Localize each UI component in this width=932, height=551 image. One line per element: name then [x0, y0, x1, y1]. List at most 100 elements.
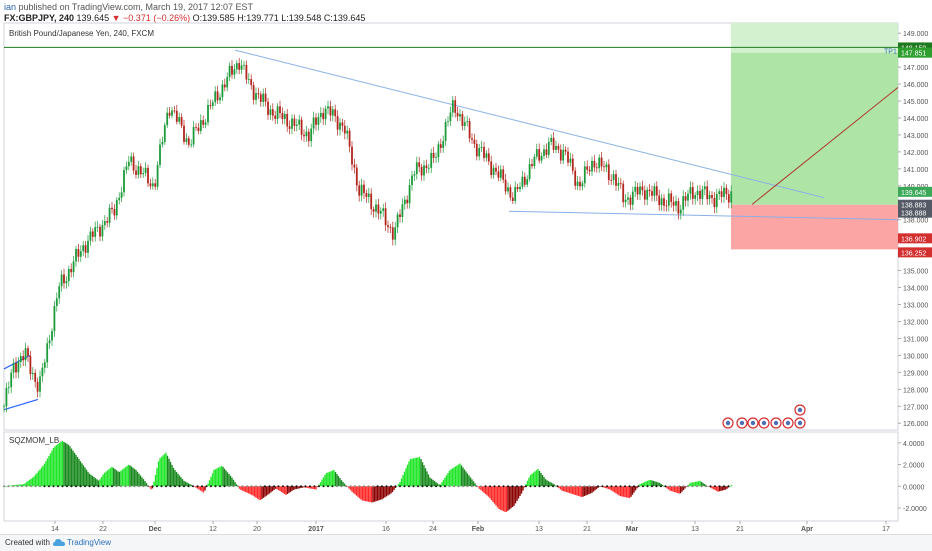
momentum-bar: [9, 485, 11, 487]
momentum-bar: [613, 486, 616, 493]
candle-body: [262, 93, 265, 102]
momentum-bar: [228, 474, 230, 487]
momentum-bar: [409, 459, 412, 487]
squeeze-dot: [313, 485, 316, 488]
price-chart[interactable]: 149.000148.000147.000146.000145.000144.0…: [0, 0, 932, 534]
candle-body: [156, 165, 159, 187]
candle-body: [466, 121, 469, 123]
momentum-bar: [55, 445, 58, 487]
momentum-bar: [51, 450, 53, 487]
candle-body: [627, 197, 629, 200]
momentum-bar: [118, 471, 121, 487]
candle-body: [423, 165, 425, 176]
momentum-bar: [229, 475, 232, 487]
candle-body: [687, 193, 689, 201]
momentum-bar: [595, 486, 598, 490]
squeeze-dot: [34, 485, 37, 488]
candle-body: [209, 105, 212, 106]
candle-body: [425, 165, 428, 169]
candle-body: [214, 91, 217, 103]
momentum-bar: [421, 462, 424, 487]
squeeze-dot: [489, 485, 491, 488]
candle-body: [22, 356, 25, 361]
momentum-bar: [678, 486, 680, 494]
momentum-bar: [690, 482, 692, 487]
squeeze-dot: [502, 485, 505, 488]
momentum-bar: [132, 467, 134, 487]
candle-body: [252, 85, 255, 100]
price-axis-label: 149.000: [903, 31, 928, 38]
momentum-bar: [289, 486, 292, 492]
squeeze-dot: [282, 485, 284, 488]
squeeze-dot: [124, 485, 127, 488]
momentum-bar: [483, 486, 485, 493]
candle-body: [468, 121, 471, 139]
momentum-bar: [312, 486, 314, 489]
candle-body: [413, 174, 416, 176]
momentum-bar: [435, 482, 437, 487]
momentum-bar: [570, 486, 572, 494]
candle-body: [185, 138, 188, 142]
momentum-bar: [622, 486, 625, 497]
candle-body: [219, 97, 221, 101]
momentum-bar: [642, 482, 644, 487]
price-axis-label: 145.000: [903, 99, 928, 106]
squeeze-dot: [363, 485, 365, 488]
momentum-bar: [321, 479, 323, 487]
momentum-bar: [22, 484, 25, 487]
candle-body: [658, 195, 661, 206]
squeeze-dot: [390, 485, 392, 488]
momentum-bar: [343, 483, 346, 487]
candle-body: [7, 387, 10, 389]
candle-body: [401, 204, 404, 217]
momentum-bar: [256, 486, 259, 499]
candle-body: [713, 197, 716, 208]
momentum-bar: [631, 486, 634, 495]
squeeze-dot: [673, 485, 676, 488]
osc-axis-label: 2.0000: [903, 463, 925, 470]
symbol-label[interactable]: FX:GBPJPY, 240: [4, 13, 75, 23]
candle-body: [478, 148, 481, 157]
momentum-bar: [13, 485, 16, 487]
momentum-bar: [676, 486, 679, 494]
squeeze-dot: [507, 485, 509, 488]
candle-body: [250, 79, 253, 86]
momentum-bar: [330, 471, 332, 487]
momentum-bar: [46, 458, 49, 487]
momentum-bar: [121, 469, 124, 487]
squeeze-dot: [682, 485, 685, 488]
momentum-bar: [616, 486, 619, 495]
squeeze-dot: [358, 485, 361, 488]
tradingview-brand[interactable]: TradingView: [67, 538, 112, 547]
momentum-bar: [559, 486, 562, 490]
time-axis-label: 2017: [308, 526, 324, 533]
momentum-bar: [87, 471, 89, 487]
candle-body: [19, 356, 22, 362]
momentum-bar: [604, 486, 607, 489]
momentum-bar: [222, 466, 224, 487]
candle-body: [75, 249, 77, 262]
author-link[interactable]: ian: [4, 2, 17, 12]
momentum-bar: [634, 486, 637, 491]
candle-body: [507, 187, 509, 192]
momentum-bar: [712, 486, 715, 490]
momentum-bar: [433, 481, 436, 487]
candle-body: [427, 167, 430, 169]
candle-body: [418, 162, 421, 167]
momentum-bar: [420, 459, 422, 487]
momentum-bar: [295, 486, 298, 489]
squeeze-dot: [264, 485, 266, 488]
squeeze-dot: [16, 485, 19, 488]
candle-body: [670, 193, 673, 202]
momentum-bar: [168, 458, 170, 487]
momentum-bar: [549, 481, 551, 487]
candle-body: [151, 183, 154, 187]
change-arrow-icon: ▼: [111, 13, 121, 23]
candle-body: [195, 126, 197, 128]
squeeze-dot: [718, 485, 721, 488]
price-axis-label: 147.000: [903, 65, 928, 72]
squeeze-dot: [579, 485, 581, 488]
price-tag-entry: [898, 207, 932, 218]
momentum-bar: [511, 486, 514, 508]
candle-body: [324, 108, 327, 120]
